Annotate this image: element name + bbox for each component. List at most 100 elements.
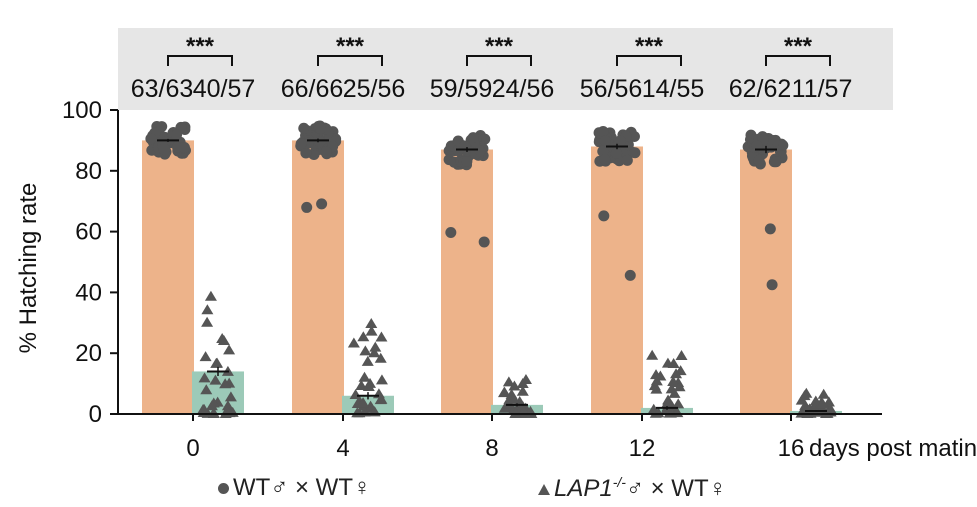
significance-bracket <box>466 55 532 66</box>
data-point <box>474 145 486 157</box>
data-point <box>365 318 378 329</box>
legend-lap1: LAP1-/-♂ × WT♀ <box>538 474 727 503</box>
data-point <box>611 147 623 159</box>
data-point <box>223 344 236 355</box>
data-point <box>197 404 210 415</box>
data-point <box>445 227 457 239</box>
y-tick-label: 60 <box>75 219 102 246</box>
error-bars-layer <box>157 138 827 412</box>
data-point <box>359 345 372 356</box>
count-label: 63/63 <box>131 75 194 103</box>
significance-bracket <box>317 55 383 66</box>
data-point <box>224 391 237 402</box>
significance-label: *** <box>784 33 813 60</box>
data-point <box>650 369 663 380</box>
bar-wt-day-0 <box>142 140 194 414</box>
data-point <box>158 143 170 155</box>
data-point <box>316 198 328 210</box>
data-point <box>599 135 611 147</box>
data-point <box>200 384 213 395</box>
data-point <box>320 146 332 158</box>
data-point <box>201 304 214 315</box>
data-point <box>361 355 374 366</box>
data-point <box>375 374 388 385</box>
legend-cross-label: ♂ × WT♀ <box>625 475 727 502</box>
y-axis-label: % Hatching rate <box>15 183 42 354</box>
y-tick-label: 40 <box>75 279 102 306</box>
bar-wt-day-4 <box>292 140 344 414</box>
data-point <box>770 156 782 168</box>
count-label: 59/59 <box>430 75 493 103</box>
y-tick-label: 80 <box>75 158 102 185</box>
data-point <box>216 332 229 343</box>
data-point <box>314 136 326 148</box>
data-point <box>817 388 830 399</box>
count-label: 14/55 <box>642 75 705 103</box>
legend-gene-superscript: -/- <box>612 474 626 490</box>
data-point <box>207 397 220 408</box>
legend-wt-label: WT♂ × WT♀ <box>233 474 371 501</box>
data-point <box>301 201 313 213</box>
data-point <box>753 154 765 166</box>
legend-gene-label: LAP1 <box>554 475 613 502</box>
data-point <box>662 394 675 405</box>
data-point <box>357 397 370 408</box>
data-point <box>204 290 217 301</box>
data-point <box>374 394 387 405</box>
data-point <box>199 351 212 362</box>
data-point <box>347 337 360 348</box>
significance-bracket <box>765 55 831 66</box>
data-point <box>349 389 362 400</box>
data-point <box>362 380 375 391</box>
data-point <box>672 398 685 409</box>
data-point <box>219 378 232 389</box>
data-point <box>766 279 778 291</box>
significance-bracket <box>616 55 682 66</box>
data-point <box>821 407 834 418</box>
bar-wt-day-12 <box>591 146 643 415</box>
data-point <box>646 349 659 360</box>
data-point <box>372 388 385 399</box>
data-point <box>816 398 829 409</box>
count-label: 56/56 <box>580 75 643 103</box>
significance-bracket <box>167 55 233 66</box>
data-point <box>357 331 370 342</box>
data-point <box>375 331 388 342</box>
data-point <box>221 400 234 411</box>
points-layer <box>145 120 837 418</box>
data-point <box>467 132 479 144</box>
data-point <box>358 371 371 382</box>
data-point <box>599 154 611 166</box>
data-point <box>508 380 521 391</box>
data-point <box>479 133 491 145</box>
data-point <box>461 155 473 167</box>
data-point <box>628 130 640 142</box>
data-point <box>621 154 633 166</box>
data-point <box>598 210 610 222</box>
significance-label: *** <box>186 33 215 60</box>
data-point <box>209 374 222 385</box>
data-point <box>365 325 378 336</box>
data-point <box>171 129 183 141</box>
significance-layer: *** *** *** *** *** <box>167 33 831 66</box>
x-tick-label: 16 <box>778 435 805 462</box>
data-point <box>308 149 320 161</box>
y-tick-label: 0 <box>89 401 102 428</box>
data-point <box>624 269 636 281</box>
data-point <box>507 393 520 404</box>
data-point <box>314 122 326 134</box>
data-point <box>374 352 387 363</box>
data-point <box>201 316 214 327</box>
header-band <box>118 28 893 110</box>
count-label: 11/57 <box>792 75 853 103</box>
significance-label: *** <box>635 33 664 60</box>
data-point <box>673 381 686 392</box>
count-label: 40/57 <box>193 75 256 103</box>
data-point <box>368 347 381 358</box>
data-point <box>667 376 680 387</box>
bar-wt-day-8 <box>441 149 493 414</box>
triangle-marker-icon <box>538 484 550 496</box>
data-point <box>502 376 515 387</box>
data-point <box>178 141 190 153</box>
data-point <box>668 387 681 398</box>
